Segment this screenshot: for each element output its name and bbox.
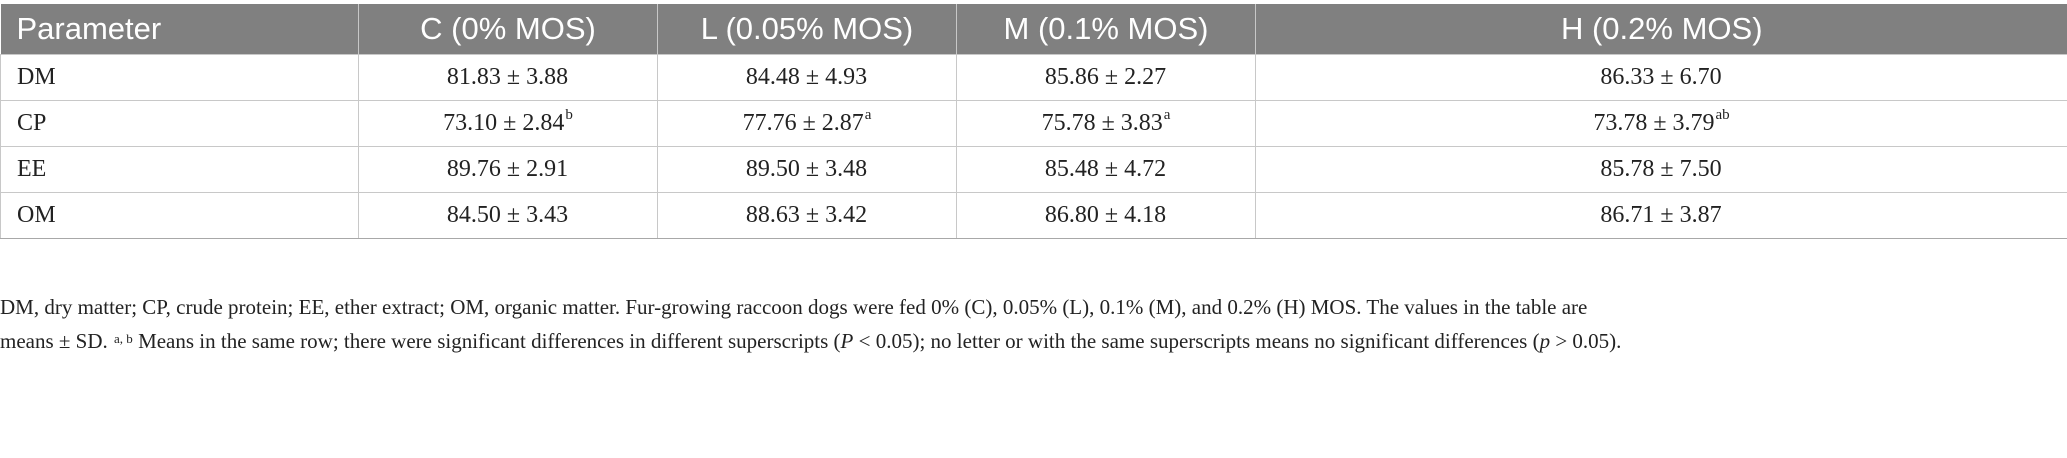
table-row: CP 73.10 ± 2.84b 77.76 ± 2.87a 75.78 ± 3…	[0, 100, 2067, 147]
table-row: OM 84.50 ± 3.43 88.63 ± 3.42 86.80 ± 4.1…	[0, 192, 2067, 239]
table-cell: 73.78 ± 3.79ab	[1255, 100, 2067, 147]
column-header-h: H (0.2% MOS)	[1255, 4, 2067, 55]
significance-letter: a	[1163, 107, 1171, 123]
table-row: DM 81.83 ± 3.88 84.48 ± 4.93 85.86 ± 2.2…	[0, 54, 2067, 101]
table-cell: 84.48 ± 4.93	[657, 54, 957, 101]
table-footnote: DM, dry matter; CP, crude protein; EE, e…	[0, 295, 1622, 353]
significance-letter: a	[864, 107, 872, 123]
table-header-row: Parameter C (0% MOS) L (0.05% MOS) M (0.…	[0, 4, 2067, 55]
significance-letter: ab	[1715, 107, 1730, 123]
row-label: EE	[0, 146, 359, 193]
table-row: EE 89.76 ± 2.91 89.50 ± 3.48 85.48 ± 4.7…	[0, 146, 2067, 193]
column-header-parameter: Parameter	[0, 4, 359, 55]
table-cell: 86.71 ± 3.87	[1255, 192, 2067, 239]
column-header-c: C (0% MOS)	[358, 4, 658, 55]
table-cell: 85.78 ± 7.50	[1255, 146, 2067, 193]
results-table: Parameter C (0% MOS) L (0.05% MOS) M (0.…	[0, 4, 2067, 239]
row-label: OM	[0, 192, 359, 239]
table-cell: 73.10 ± 2.84b	[358, 100, 658, 147]
table-cell: 85.48 ± 4.72	[956, 146, 1256, 193]
row-label: DM	[0, 54, 359, 101]
row-label: CP	[0, 100, 359, 147]
table-cell: 81.83 ± 3.88	[358, 54, 658, 101]
table-cell: 75.78 ± 3.83a	[956, 100, 1256, 147]
table-cell: 89.50 ± 3.48	[657, 146, 957, 193]
table-cell: 86.33 ± 6.70	[1255, 54, 2067, 101]
table-cell: 88.63 ± 3.42	[657, 192, 957, 239]
table-cell: 85.86 ± 2.27	[956, 54, 1256, 101]
table-cell: 84.50 ± 3.43	[358, 192, 658, 239]
column-header-l: L (0.05% MOS)	[657, 4, 957, 55]
table-cell: 89.76 ± 2.91	[358, 146, 658, 193]
column-header-m: M (0.1% MOS)	[956, 4, 1256, 55]
significance-letter: b	[565, 107, 573, 123]
table-cell: 77.76 ± 2.87a	[657, 100, 957, 147]
table-cell: 86.80 ± 4.18	[956, 192, 1256, 239]
